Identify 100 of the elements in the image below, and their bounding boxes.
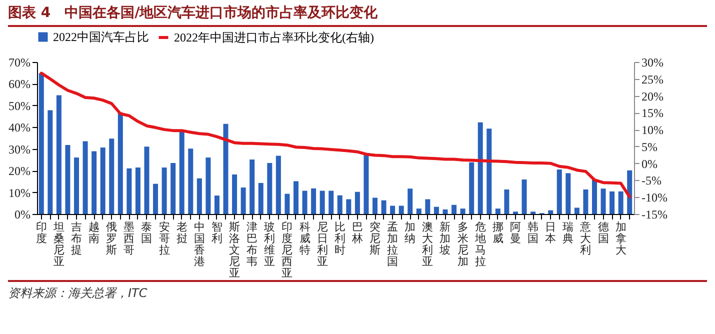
text: 资料来源：海关总署，ITC xyxy=(8,280,707,302)
x-tick-label: 中国香港 xyxy=(194,220,205,268)
y2-tick-label: 5% xyxy=(642,140,658,154)
y-tick-label: 10% xyxy=(8,186,30,200)
bar xyxy=(478,122,483,214)
x-tick-label: 突尼斯 xyxy=(370,220,381,256)
bar xyxy=(583,189,588,214)
y2-tick-label: 20% xyxy=(642,89,664,104)
bar xyxy=(548,210,554,214)
x-tick-label: 多米尼加 xyxy=(457,222,468,268)
y-tick-label: 60% xyxy=(8,77,30,92)
bar xyxy=(320,190,325,214)
bar xyxy=(223,124,228,214)
bar xyxy=(302,190,308,214)
x-tick-label: 韩国 xyxy=(528,220,539,245)
bar xyxy=(504,189,510,214)
bar xyxy=(48,110,53,214)
x-tick-label: 德国 xyxy=(598,222,609,245)
legend-label: 2022年中国进口市占率环比变化(右轴) xyxy=(174,30,374,44)
x-tick-label: 尼日利亚 xyxy=(316,222,328,268)
y2-tick-label: -15% xyxy=(642,208,668,222)
x-tick-label: 澳大利亚 xyxy=(422,222,434,268)
x-tick-label: 加纳 xyxy=(404,220,416,245)
y-tick-label: 0% xyxy=(14,208,30,222)
y2-tick-label: -5% xyxy=(642,174,662,188)
x-tick-label: 越南 xyxy=(88,220,100,245)
y2-tick-label: 0% xyxy=(642,156,658,171)
bar xyxy=(346,199,352,214)
bar xyxy=(408,188,413,214)
bar xyxy=(390,206,396,214)
x-tick-label: 玻利维亚 xyxy=(264,220,276,268)
y2-tick-label: 30% xyxy=(642,56,664,70)
bar xyxy=(214,196,220,214)
bar xyxy=(311,188,316,214)
y-tick-label: 30% xyxy=(8,142,30,156)
bar xyxy=(610,191,615,214)
bar xyxy=(196,178,202,214)
x-tick-label: 阿曼 xyxy=(510,222,521,245)
bar xyxy=(267,162,272,214)
x-tick-label: 科威特 xyxy=(299,222,310,256)
y2-tick-label: 10% xyxy=(642,123,664,138)
bar xyxy=(109,138,114,214)
bar xyxy=(364,154,369,214)
x-tick-label: 新加坡 xyxy=(438,220,451,256)
bar xyxy=(434,206,439,214)
x-tick-label: 巴林 xyxy=(350,222,363,245)
bar xyxy=(179,132,184,214)
x-tick-label: 挪威 xyxy=(492,222,504,245)
bar xyxy=(293,181,298,214)
x-tick-label: 吉布提 xyxy=(71,220,82,256)
bar xyxy=(566,173,571,214)
bar xyxy=(74,158,80,214)
legend-label: 2022中国汽车占比 xyxy=(53,30,149,44)
x-tick-label: 津巴布韦 xyxy=(246,220,258,268)
bar xyxy=(398,206,404,214)
bar xyxy=(354,192,360,214)
x-tick-label: 泰国 xyxy=(141,222,152,245)
bar xyxy=(162,168,167,214)
y-tick-label: 70% xyxy=(8,56,30,70)
x-tick-label: 瑞典 xyxy=(562,220,574,245)
x-tick-label: 印度尼西亚 xyxy=(282,220,293,280)
bar xyxy=(556,169,562,214)
bar xyxy=(416,208,422,214)
x-tick-label: 墨西哥 xyxy=(124,222,135,256)
bar xyxy=(135,168,140,214)
x-tick-label: 斯洛文尼亚 xyxy=(229,220,240,280)
x-tick-label: 危地马拉 xyxy=(474,222,486,268)
bar xyxy=(232,174,238,214)
bar xyxy=(486,128,492,214)
bar xyxy=(170,162,176,214)
bar xyxy=(38,73,44,214)
y2-tick-label: 15% xyxy=(642,106,664,120)
bar xyxy=(618,191,624,214)
bar xyxy=(425,199,430,214)
bar xyxy=(153,184,158,214)
bar xyxy=(92,151,97,214)
bar xyxy=(592,179,597,214)
y-tick-label: 40% xyxy=(8,120,30,135)
bar xyxy=(627,170,632,214)
bar xyxy=(574,208,580,214)
x-tick-label: 安哥拉 xyxy=(158,220,170,256)
bar xyxy=(258,182,264,214)
bar xyxy=(328,190,334,214)
bar xyxy=(276,156,281,214)
y2-tick-label: 25% xyxy=(642,72,664,86)
bar xyxy=(372,198,378,214)
bar xyxy=(144,146,150,214)
bar xyxy=(206,158,211,214)
bar xyxy=(452,204,457,214)
x-tick-label: 俄罗斯 xyxy=(106,222,118,256)
x-tick-label: 印度 xyxy=(36,220,47,245)
bar xyxy=(495,208,500,214)
x-tick-label: 坦桑尼亚 xyxy=(52,222,64,268)
bar xyxy=(56,95,62,214)
line-series xyxy=(40,72,632,198)
x-tick-label: 比利时 xyxy=(334,220,346,256)
bar xyxy=(65,144,70,214)
bar xyxy=(188,148,194,214)
bar xyxy=(284,194,290,214)
bar xyxy=(100,148,106,214)
